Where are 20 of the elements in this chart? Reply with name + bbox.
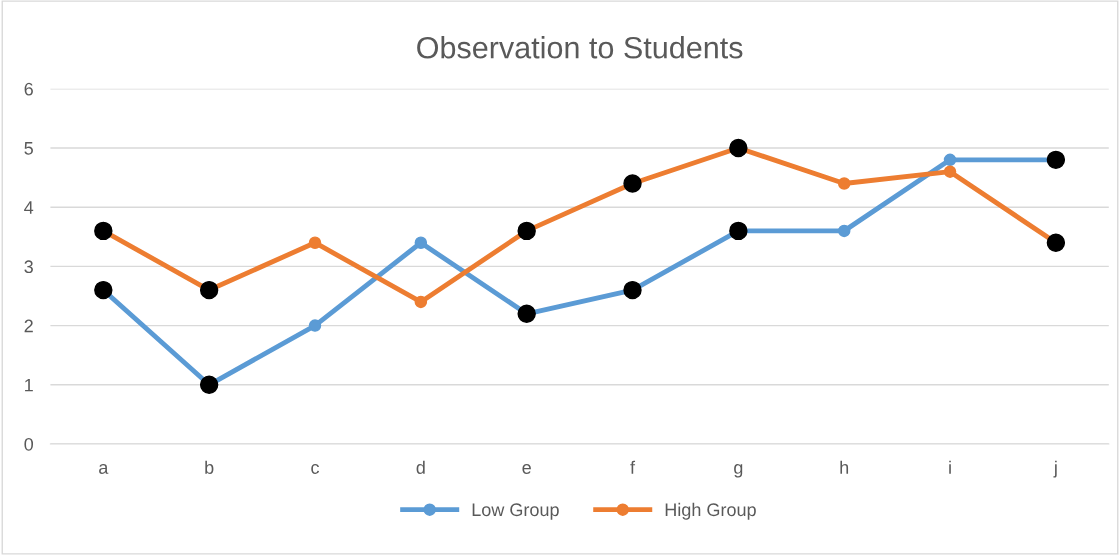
y-tick-label: 5 bbox=[24, 142, 33, 155]
x-tick-label: a bbox=[99, 464, 109, 474]
x-tick-label: j bbox=[1053, 460, 1057, 478]
legend-label: Low Group bbox=[472, 503, 559, 520]
x-tick-label: b bbox=[205, 460, 214, 474]
y-tick-label: 6 bbox=[24, 82, 33, 96]
y-tick-label: 3 bbox=[24, 260, 33, 274]
x-tick-label: g bbox=[734, 464, 743, 478]
x-tick-label: e bbox=[522, 464, 531, 474]
x-tick-label: h bbox=[840, 460, 849, 474]
x-tick-label: c bbox=[311, 464, 320, 474]
x-tick-label: f bbox=[630, 460, 636, 474]
x-tick-label: i bbox=[949, 460, 951, 474]
chart-title: Observation to Students bbox=[417, 36, 743, 59]
y-tick-label: 0 bbox=[24, 437, 34, 451]
y-tick-label: 2 bbox=[24, 319, 33, 333]
legend-label: High Group bbox=[665, 502, 756, 520]
x-tick-label: d bbox=[416, 460, 425, 474]
y-tick-label: 4 bbox=[24, 201, 34, 214]
y-tick-label: 1 bbox=[25, 378, 33, 392]
